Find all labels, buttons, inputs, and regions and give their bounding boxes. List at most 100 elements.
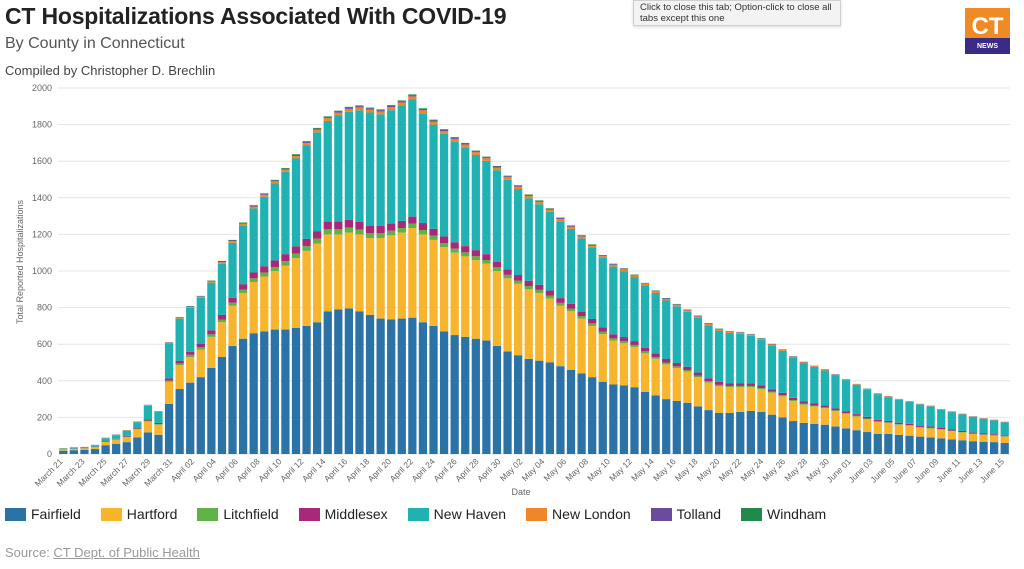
bar-segment-middlesex[interactable] bbox=[175, 360, 184, 364]
bar-segment-hartford[interactable] bbox=[852, 416, 861, 431]
bar-segment-middlesex[interactable] bbox=[884, 420, 893, 423]
bar-segment-fairfield[interactable] bbox=[260, 331, 269, 454]
bar-segment-new-haven[interactable] bbox=[884, 397, 893, 421]
bar-segment-new-haven[interactable] bbox=[598, 258, 607, 328]
bar-segment-litchfield[interactable] bbox=[302, 246, 311, 251]
bar-segment-middlesex[interactable] bbox=[408, 216, 417, 224]
bar-segment-new-haven[interactable] bbox=[302, 145, 311, 239]
bar-segment-fairfield[interactable] bbox=[588, 377, 597, 454]
bar-segment-hartford[interactable] bbox=[947, 431, 956, 440]
bar-segment-hartford[interactable] bbox=[514, 283, 523, 356]
bar-segment-tolland[interactable] bbox=[196, 296, 205, 297]
bar-segment-new-london[interactable] bbox=[503, 177, 512, 180]
bar-segment-litchfield[interactable] bbox=[810, 405, 819, 407]
bar-segment-hartford[interactable] bbox=[164, 381, 174, 404]
bar-segment-fairfield[interactable] bbox=[313, 322, 322, 454]
bar-segment-fairfield[interactable] bbox=[154, 434, 163, 454]
bar-segment-tolland[interactable] bbox=[609, 264, 618, 265]
bar-segment-windham[interactable] bbox=[418, 108, 428, 110]
bar-segment-hartford[interactable] bbox=[778, 396, 787, 418]
bar-segment-hartford[interactable] bbox=[418, 234, 428, 323]
bar-segment-fairfield[interactable] bbox=[810, 423, 819, 454]
bar-segment-tolland[interactable] bbox=[186, 306, 195, 307]
bar-segment-new-haven[interactable] bbox=[376, 114, 385, 226]
bar-segment-hartford[interactable] bbox=[238, 292, 248, 339]
bar-segment-litchfield[interactable] bbox=[947, 430, 956, 432]
bar-segment-new-london[interactable] bbox=[175, 317, 184, 319]
bar-segment-hartford[interactable] bbox=[990, 435, 999, 443]
bar-segment-litchfield[interactable] bbox=[545, 295, 554, 299]
bar-segment-fairfield[interactable] bbox=[714, 412, 724, 454]
bar-segment-new-london[interactable] bbox=[270, 181, 279, 184]
bar-segment-hartford[interactable] bbox=[672, 367, 681, 401]
bar-segment-new-haven[interactable] bbox=[207, 282, 216, 331]
bar-segment-middlesex[interactable] bbox=[640, 347, 650, 352]
bar-segment-fairfield[interactable] bbox=[746, 411, 755, 454]
bar-segment-litchfield[interactable] bbox=[863, 418, 872, 420]
bar-segment-hartford[interactable] bbox=[302, 250, 311, 326]
bar-segment-hartford[interactable] bbox=[397, 232, 406, 319]
bar-segment-new-haven[interactable] bbox=[990, 420, 999, 435]
bar-segment-litchfield[interactable] bbox=[820, 407, 830, 409]
bar-segment-new-london[interactable] bbox=[556, 219, 565, 222]
bar-segment-new-haven[interactable] bbox=[175, 318, 184, 361]
bar-segment-hartford[interactable] bbox=[492, 271, 502, 347]
bar-segment-litchfield[interactable] bbox=[217, 319, 227, 323]
bar-segment-new-london[interactable] bbox=[143, 405, 153, 406]
bar-segment-new-london[interactable] bbox=[207, 281, 216, 283]
bar-segment-new-haven[interactable] bbox=[757, 339, 766, 386]
bar-segment-hartford[interactable] bbox=[693, 377, 703, 407]
bar-segment-new-london[interactable] bbox=[281, 169, 290, 172]
bar-segment-fairfield[interactable] bbox=[725, 412, 734, 454]
bar-segment-hartford[interactable] bbox=[112, 439, 121, 444]
bar-segment-middlesex[interactable] bbox=[609, 334, 618, 339]
bar-segment-new-haven[interactable] bbox=[873, 394, 882, 420]
bar-segment-windham[interactable] bbox=[281, 167, 290, 169]
bar-segment-litchfield[interactable] bbox=[482, 260, 491, 264]
bar-segment-new-haven[interactable] bbox=[937, 409, 946, 429]
bar-segment-new-haven[interactable] bbox=[154, 411, 163, 423]
bar-segment-windham[interactable] bbox=[397, 100, 406, 102]
bar-segment-litchfield[interactable] bbox=[662, 362, 671, 365]
bar-segment-hartford[interactable] bbox=[915, 427, 925, 437]
bar-segment-hartford[interactable] bbox=[387, 235, 396, 320]
bar-segment-hartford[interactable] bbox=[609, 340, 618, 385]
bar-segment-middlesex[interactable] bbox=[439, 236, 449, 243]
bar-segment-fairfield[interactable] bbox=[249, 333, 258, 454]
bar-segment-new-london[interactable] bbox=[820, 369, 830, 371]
bar-segment-new-haven[interactable] bbox=[651, 292, 660, 354]
bar-segment-fairfield[interactable] bbox=[217, 357, 227, 454]
bar-segment-middlesex[interactable] bbox=[524, 280, 533, 287]
bar-segment-new-london[interactable] bbox=[249, 206, 258, 209]
bar-segment-new-london[interactable] bbox=[154, 411, 163, 412]
bar-segment-fairfield[interactable] bbox=[302, 325, 311, 454]
bar-segment-fairfield[interactable] bbox=[238, 338, 248, 454]
bar-segment-fairfield[interactable] bbox=[164, 403, 174, 454]
bar-segment-new-london[interactable] bbox=[757, 338, 766, 340]
bar-segment-fairfield[interactable] bbox=[186, 382, 195, 454]
bar-segment-middlesex[interactable] bbox=[937, 428, 946, 430]
bar-segment-middlesex[interactable] bbox=[302, 238, 311, 247]
bar-segment-litchfield[interactable] bbox=[344, 227, 354, 233]
bar-segment-new-london[interactable] bbox=[799, 362, 808, 364]
bar-segment-hartford[interactable] bbox=[133, 429, 142, 438]
bar-segment-tolland[interactable] bbox=[302, 141, 311, 143]
bar-segment-fairfield[interactable] bbox=[831, 426, 840, 454]
bar-segment-litchfield[interactable] bbox=[238, 289, 248, 293]
bar-segment-fairfield[interactable] bbox=[915, 436, 925, 454]
bar-segment-middlesex[interactable] bbox=[1000, 435, 1009, 437]
bar-segment-middlesex[interactable] bbox=[186, 351, 195, 355]
bar-segment-new-london[interactable] bbox=[217, 262, 227, 264]
bar-segment-new-london[interactable] bbox=[630, 275, 639, 278]
bar-segment-new-haven[interactable] bbox=[291, 158, 301, 247]
bar-segment-fairfield[interactable] bbox=[841, 428, 851, 454]
bar-segment-litchfield[interactable] bbox=[767, 391, 777, 393]
bar-segment-tolland[interactable] bbox=[376, 110, 385, 112]
bar-segment-middlesex[interactable] bbox=[365, 225, 375, 234]
bar-segment-litchfield[interactable] bbox=[789, 400, 798, 401]
bar-segment-fairfield[interactable] bbox=[270, 329, 279, 454]
bar-segment-litchfield[interactable] bbox=[704, 381, 713, 383]
bar-segment-new-london[interactable] bbox=[619, 269, 629, 272]
bar-segment-fairfield[interactable] bbox=[291, 327, 301, 454]
bar-segment-tolland[interactable] bbox=[461, 143, 470, 145]
